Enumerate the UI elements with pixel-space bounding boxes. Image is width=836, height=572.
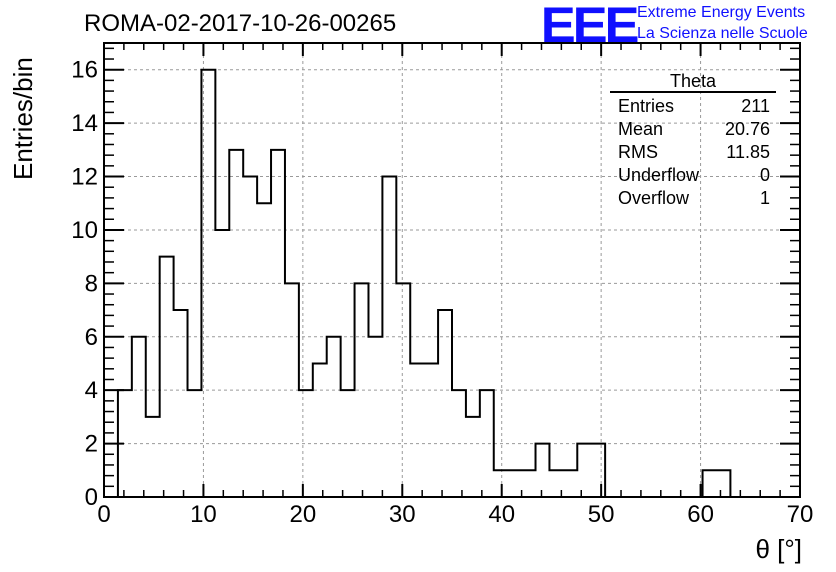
stats-row-mean: Mean 20.76 [610,118,780,141]
stats-value: 20.76 [724,119,770,139]
x-tick-label: 0 [97,501,110,528]
y-tick-label: 14 [71,110,98,137]
y-tick-label: 0 [85,484,98,511]
eee-logo: EEE [540,0,640,53]
y-tick-label: 16 [71,57,98,84]
stats-row-underflow: Underflow 0 [610,164,780,187]
x-tick-label: 70 [787,501,814,528]
y-tick-label: 10 [71,217,98,244]
axis-ticks [103,43,801,498]
plot-frame [103,42,801,498]
stats-row-entries: Entries 211 [610,95,780,118]
x-tick-label: 10 [190,501,217,528]
stats-row-rms: RMS 11.85 [610,141,780,164]
stats-label: Mean [618,119,664,139]
stats-label: Underflow [618,165,700,185]
x-tick-label: 30 [389,501,416,528]
x-tick-label: 60 [687,501,714,528]
x-tick-label: 50 [588,501,615,528]
y-tick-label: 4 [85,377,98,404]
y-tick-label: 6 [85,324,98,351]
stats-value: 0 [759,165,770,185]
y-axis-label: Entries/bin [8,57,38,180]
stats-label: Overflow [618,188,690,208]
y-tick-label: 8 [85,270,98,297]
stats-box: Theta Entries 211 Mean 20.76 RMS 11.85 U… [610,71,780,210]
x-tick-label: 20 [290,501,317,528]
logo-line-2: La Scienza nelle Scuole [637,25,808,42]
stats-value: 11.85 [726,142,770,162]
x-tick-label: 40 [488,501,515,528]
stats-value: 1 [759,188,770,208]
stats-label: RMS [618,142,658,162]
stats-title: Theta [610,71,776,93]
chart-title: ROMA-02-2017-10-26-00265 [84,10,397,37]
stats-row-overflow: Overflow 1 [610,187,780,210]
stats-label: Entries [618,96,675,116]
stats-value: 211 [741,96,770,116]
y-tick-label: 2 [85,431,98,458]
logo-line-1: Extreme Energy Events [637,4,806,21]
y-tick-label: 12 [71,164,98,191]
x-axis-label: θ [°] [755,534,802,564]
